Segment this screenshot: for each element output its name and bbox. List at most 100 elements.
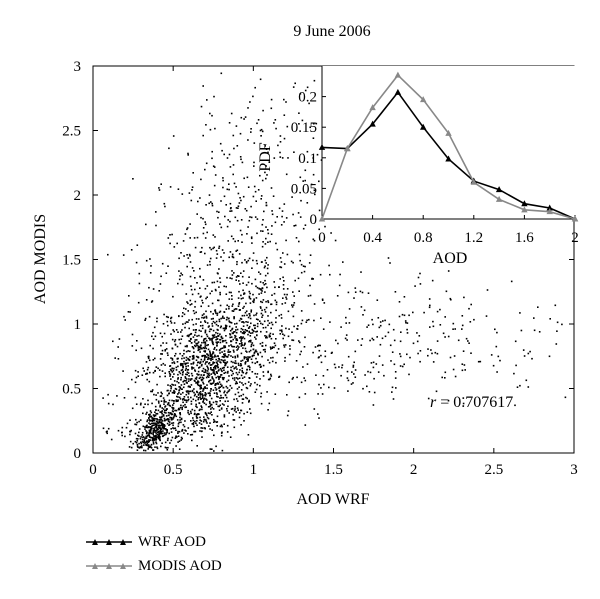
- scatter-point: [225, 318, 228, 321]
- scatter-point: [243, 177, 245, 180]
- scatter-point: [165, 433, 167, 436]
- scatter-point: [118, 338, 121, 340]
- scatter-point: [205, 315, 208, 318]
- scatter-point: [185, 399, 188, 402]
- legend-marker-modis-3: [120, 563, 126, 569]
- scatter-point: [214, 366, 217, 369]
- scatter-point: [250, 128, 252, 130]
- scatter-point: [267, 151, 269, 154]
- scatter-point: [378, 355, 381, 357]
- scatter-y-tick-label: 1: [74, 317, 82, 333]
- scatter-point: [152, 424, 155, 427]
- scatter-point: [136, 421, 138, 424]
- scatter-point: [248, 368, 251, 371]
- scatter-point: [233, 419, 236, 421]
- scatter-point: [404, 320, 407, 322]
- scatter-point: [155, 211, 157, 213]
- scatter-point: [477, 360, 480, 363]
- scatter-point: [247, 281, 250, 284]
- scatter-point: [367, 324, 370, 326]
- scatter-point: [214, 309, 216, 312]
- scatter-point: [244, 329, 247, 331]
- scatter-point: [362, 387, 364, 390]
- scatter-point: [341, 366, 343, 369]
- scatter-point: [206, 231, 208, 234]
- scatter-point: [195, 359, 198, 361]
- scatter-x-tick-label: 2.5: [484, 462, 503, 478]
- scatter-point: [304, 379, 307, 382]
- scatter-point: [156, 383, 158, 386]
- scatter-point: [173, 415, 176, 417]
- scatter-point: [229, 333, 231, 335]
- scatter-point: [148, 359, 151, 362]
- scatter-point: [224, 215, 226, 218]
- scatter-point: [199, 394, 202, 396]
- scatter-point: [216, 365, 218, 367]
- scatter-point: [238, 275, 240, 277]
- scatter-point: [240, 272, 242, 274]
- scatter-point: [212, 408, 215, 410]
- scatter-point: [203, 386, 206, 389]
- scatter-point: [138, 272, 141, 275]
- scatter-point: [219, 400, 221, 402]
- scatter-point: [194, 344, 196, 347]
- scatter-point: [228, 321, 231, 323]
- scatter-point: [220, 432, 223, 434]
- scatter-point: [255, 338, 257, 340]
- scatter-point: [164, 364, 166, 366]
- scatter-point: [188, 385, 190, 387]
- inset-x-axis-label: AOD: [433, 250, 468, 267]
- scatter-point: [162, 342, 164, 344]
- scatter-point: [274, 221, 277, 224]
- scatter-point: [321, 299, 324, 301]
- scatter-point: [196, 445, 198, 447]
- scatter-point: [150, 436, 152, 439]
- scatter-point: [298, 341, 301, 344]
- scatter-point: [390, 360, 392, 362]
- scatter-point: [191, 374, 194, 377]
- scatter-point: [239, 381, 241, 383]
- scatter-point: [219, 367, 222, 370]
- scatter-point: [262, 364, 265, 367]
- scatter-point: [299, 93, 302, 95]
- scatter-point: [235, 329, 237, 331]
- scatter-point: [177, 430, 179, 433]
- scatter-point: [388, 323, 391, 326]
- scatter-point: [204, 252, 206, 255]
- scatter-point: [391, 386, 394, 389]
- scatter-point: [304, 224, 307, 226]
- scatter-point: [303, 377, 305, 379]
- scatter-point: [234, 367, 236, 369]
- scatter-point: [127, 311, 130, 313]
- scatter-point: [190, 363, 192, 365]
- scatter-point: [157, 367, 159, 370]
- scatter-point: [226, 410, 229, 412]
- scatter-point: [143, 370, 145, 372]
- scatter-point: [265, 331, 268, 333]
- scatter-point: [286, 253, 289, 256]
- scatter-point: [213, 434, 215, 437]
- scatter-point: [188, 327, 190, 330]
- scatter-point: [384, 335, 387, 338]
- scatter-point: [173, 392, 176, 394]
- scatter-point: [215, 320, 218, 323]
- scatter-point: [173, 400, 175, 402]
- scatter-point: [235, 371, 238, 374]
- scatter-point: [247, 434, 250, 436]
- scatter-point: [267, 378, 270, 381]
- scatter-point: [152, 443, 155, 445]
- scatter-point: [181, 329, 183, 331]
- inset-x-tick-label: 0: [318, 230, 326, 246]
- scatter-point: [137, 438, 139, 440]
- scatter-point: [313, 239, 316, 242]
- scatter-point: [178, 430, 181, 433]
- scatter-point: [297, 325, 299, 327]
- scatter-point: [208, 379, 211, 382]
- scatter-point: [214, 383, 217, 385]
- legend-marker-wrf-1: [92, 539, 98, 545]
- scatter-point: [237, 205, 240, 207]
- scatter-point: [203, 354, 205, 357]
- scatter-point: [258, 364, 261, 366]
- scatter-point: [207, 354, 210, 357]
- scatter-point: [229, 336, 231, 339]
